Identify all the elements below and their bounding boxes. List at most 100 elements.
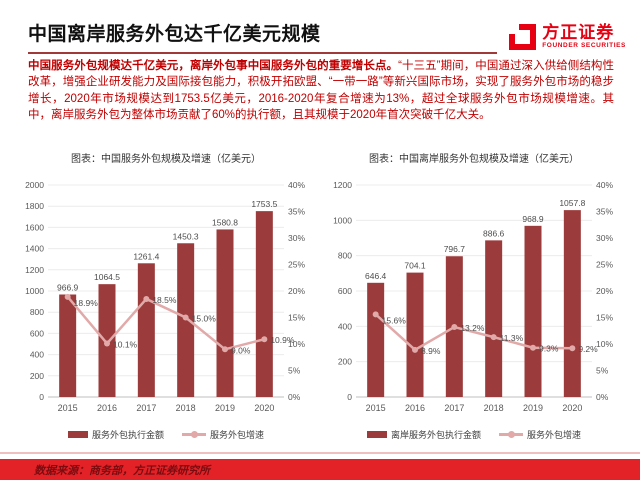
brand-logo: 方正证券 FOUNDER SECURITIES bbox=[507, 22, 626, 54]
chart-title-left: 图表：中国服务外包规模及增速（亿美元） bbox=[71, 154, 261, 165]
bar-legend-swatch bbox=[366, 431, 387, 438]
line-point bbox=[412, 346, 418, 353]
line-point bbox=[104, 340, 110, 347]
right-axis-tick: 20% bbox=[288, 286, 305, 296]
right-axis-tick: 40% bbox=[288, 180, 305, 190]
right-axis-tick: 25% bbox=[596, 260, 613, 270]
chart-title-right: 图表：中国离岸服务外包规模及增速（亿美元） bbox=[369, 154, 579, 165]
x-axis-label: 2015 bbox=[366, 403, 386, 413]
x-axis-label: 2018 bbox=[176, 403, 196, 413]
line-legend-dot bbox=[508, 431, 515, 439]
line-value-label: 18.9% bbox=[74, 298, 99, 308]
bar-value-label: 966.9 bbox=[57, 283, 79, 293]
chart-left-svg: 0 200 400 600 800 1000 1200 1400 1600 1800 2000 0% 5… bbox=[25, 180, 305, 413]
line-value-label: 11.3% bbox=[500, 333, 524, 343]
charts-row: 图表：中国服务外包规模及增速（亿美元） 0 200 400 600 800 1000 120… bbox=[16, 150, 624, 441]
x-axis-label: 2020 bbox=[254, 403, 274, 413]
line-legend-dot bbox=[191, 431, 198, 439]
x-axis-label: 2017 bbox=[444, 403, 464, 413]
left-axis-tick: 400 bbox=[30, 350, 44, 360]
bar bbox=[255, 211, 273, 397]
x-axis-label: 2020 bbox=[562, 403, 582, 413]
x-axis-label: 2016 bbox=[97, 403, 117, 413]
line-value-label: 9.2% bbox=[578, 344, 598, 354]
founder-logo-icon bbox=[509, 24, 537, 50]
logo-text: 方正证券 FOUNDER SECURITIES bbox=[542, 24, 626, 50]
right-axis-tick: 15% bbox=[596, 313, 613, 323]
figure-offshore-outsourcing: 图表：中国离岸服务外包规模及增速（亿美元） 0 200 400 600 800 1000 1… bbox=[324, 150, 624, 441]
left-axis-tick: 1800 bbox=[25, 201, 44, 211]
summary-paragraph: 中国服务外包规模达千亿美元，离岸外包事中国服务外包的重要增长点。“十三五”期间，… bbox=[28, 58, 614, 123]
summary-body: “十三五”期间，中国通过深入供给侧结构性改革，增强企业研发能力及国际接包能力，积… bbox=[28, 60, 614, 121]
left-axis-tick: 1000 bbox=[25, 286, 44, 296]
bar-value-label: 886.6 bbox=[483, 228, 505, 238]
growth-line bbox=[66, 296, 265, 351]
bar-value-label: 1753.5 bbox=[251, 199, 277, 209]
bar-value-label: 646.4 bbox=[365, 271, 387, 281]
page-title: 中国离岸服务外包达千亿美元规模 bbox=[28, 24, 321, 45]
legend-label: 服务外包增速 bbox=[527, 430, 582, 440]
line-value-label: 9.0% bbox=[231, 345, 251, 355]
right-axis-tick: 40% bbox=[596, 180, 613, 190]
bar bbox=[563, 210, 581, 397]
bar-value-label: 796.7 bbox=[444, 244, 466, 254]
chart-right-svg: 0 200 400 600 800 1000 1200 0% 5% 10% 15% 20% 25% 30%… bbox=[333, 180, 613, 413]
line-point bbox=[222, 346, 228, 353]
line-value-label: 10.9% bbox=[270, 335, 295, 345]
line-point bbox=[451, 324, 458, 331]
chart-left-legend: 服务外包执行金额 服务外包增速 bbox=[67, 428, 265, 441]
left-axis-tick: 1600 bbox=[25, 222, 44, 232]
bar bbox=[216, 229, 234, 397]
header: 中国离岸服务外包达千亿美元规模 方正证券 FOUNDER SECURITIES bbox=[28, 14, 626, 54]
figure-domestic-outsourcing: 图表：中国服务外包规模及增速（亿美元） 0 200 400 600 800 1000 120… bbox=[16, 150, 316, 441]
logo-name-cn: 方正证券 bbox=[542, 23, 615, 43]
right-axis-tick: 30% bbox=[596, 233, 613, 243]
right-axis-tick: 25% bbox=[288, 260, 305, 270]
left-axis-tick: 2000 bbox=[25, 180, 44, 190]
line-point bbox=[569, 345, 576, 352]
line-value-label: 15.0% bbox=[192, 314, 217, 324]
legend-item: 服务外包增速 bbox=[499, 428, 581, 441]
left-axis-tick: 200 bbox=[30, 371, 44, 381]
right-axis-tick: 35% bbox=[596, 207, 613, 217]
left-axis-tick: 600 bbox=[30, 328, 44, 338]
bar bbox=[59, 294, 77, 397]
line-point bbox=[261, 336, 268, 343]
left-axis-tick: 0 bbox=[347, 392, 352, 402]
left-axis-tick: 1000 bbox=[333, 215, 352, 225]
left-axis-tick: 800 bbox=[338, 251, 352, 261]
x-axis-label: 2016 bbox=[405, 403, 425, 413]
line-value-label: 13.2% bbox=[460, 323, 485, 333]
bar-value-label: 1580.8 bbox=[212, 217, 238, 227]
left-axis-tick: 800 bbox=[30, 307, 44, 317]
left-axis-tick: 200 bbox=[338, 357, 352, 367]
right-axis-tick: 5% bbox=[288, 366, 301, 376]
bar-value-label: 968.9 bbox=[522, 214, 544, 224]
right-axis-tick: 10% bbox=[288, 339, 305, 349]
left-axis-tick: 400 bbox=[338, 321, 352, 331]
bar-value-label: 1057.8 bbox=[559, 198, 585, 208]
bar-value-label: 1064.5 bbox=[94, 272, 120, 282]
left-axis-tick: 1200 bbox=[25, 265, 44, 275]
summary-lead: 中国服务外包规模达千亿美元，离岸外包事中国服务外包的重要增长点。 bbox=[28, 60, 399, 72]
bar-legend-swatch bbox=[67, 431, 88, 438]
right-axis-tick: 20% bbox=[596, 286, 613, 296]
bar-value-label: 1261.4 bbox=[133, 251, 159, 261]
right-axis-tick: 0% bbox=[596, 392, 609, 402]
bar-value-label: 704.1 bbox=[404, 261, 426, 271]
bar bbox=[367, 282, 385, 397]
x-axis-label: 2017 bbox=[136, 403, 156, 413]
x-axis-label: 2018 bbox=[484, 403, 504, 413]
left-axis-tick: 0 bbox=[39, 392, 44, 402]
right-axis-tick: 0% bbox=[288, 392, 301, 402]
line-point bbox=[64, 293, 71, 300]
line-point bbox=[182, 314, 189, 321]
legend-label: 服务外包增速 bbox=[210, 430, 265, 440]
bar bbox=[406, 272, 424, 397]
line-value-label: 8.9% bbox=[421, 346, 441, 356]
footer-bar: 数据来源：商务部，方正证券研究所 bbox=[0, 459, 640, 480]
line-legend-swatch bbox=[182, 431, 206, 439]
x-axis-label: 2019 bbox=[215, 403, 235, 413]
bar bbox=[137, 263, 155, 397]
